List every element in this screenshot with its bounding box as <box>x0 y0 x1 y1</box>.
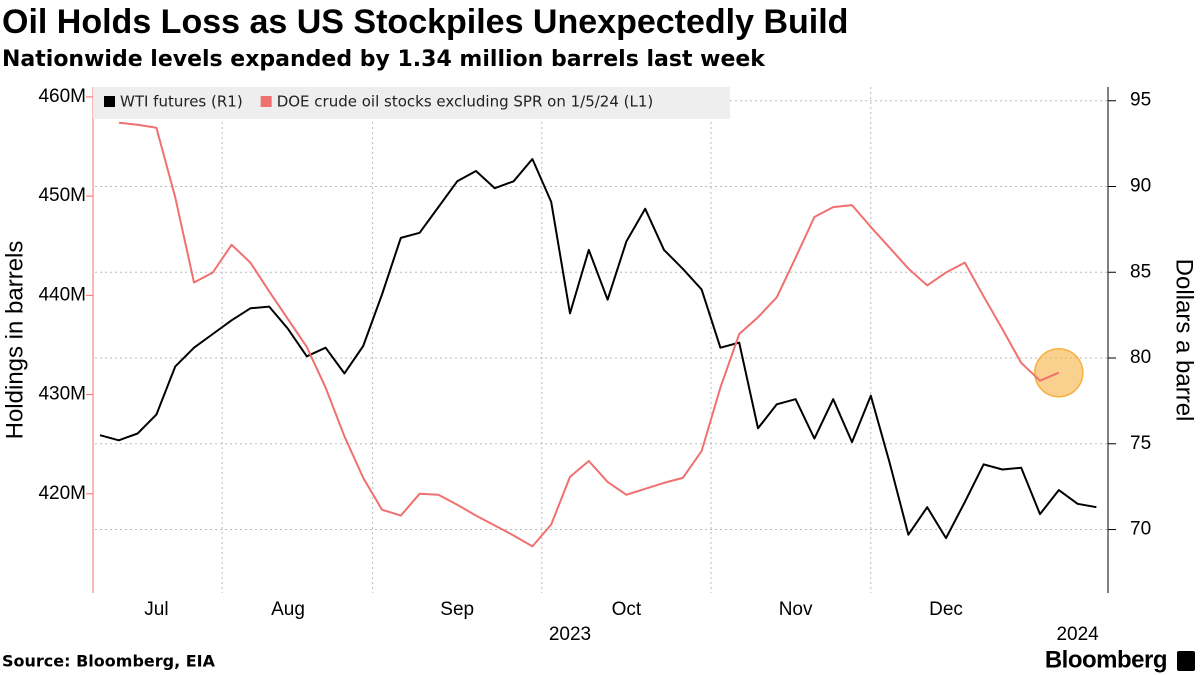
y-tick-label: 450M <box>38 185 86 206</box>
legend-background <box>93 87 730 119</box>
x-group-label: 2024 <box>1056 624 1099 645</box>
legend-swatch <box>104 96 115 107</box>
y2-tick-label: 70 <box>1130 519 1151 540</box>
series-line <box>99 158 1097 540</box>
x-tick-label: Jul <box>144 599 168 620</box>
legend-label: DOE crude oil stocks excluding SPR on 1/… <box>277 93 654 111</box>
legend-label: WTI futures (R1) <box>120 93 243 111</box>
source-note: Source: Bloomberg, EIA <box>2 652 216 671</box>
x-tick-label: Aug <box>271 599 305 620</box>
y2-tick-label: 85 <box>1130 261 1151 282</box>
y2-tick-label: 95 <box>1130 90 1151 111</box>
legend-swatch <box>260 96 272 107</box>
x-tick-label: Sep <box>440 599 474 620</box>
y-axis-title: Holdings in barrels <box>1 241 28 440</box>
brand-icon <box>1177 651 1195 671</box>
y2-tick-label: 80 <box>1130 347 1151 368</box>
x-tick-label: Oct <box>612 599 642 620</box>
y2-tick-label: 90 <box>1130 176 1151 197</box>
chart-title: Oil Holds Loss as US Stockpiles Unexpect… <box>2 3 848 41</box>
y-tick-label: 460M <box>38 86 86 107</box>
x-tick-label: Dec <box>929 599 963 620</box>
series-line <box>118 121 1060 548</box>
x-group-label: 2023 <box>549 624 591 645</box>
chart-subtitle: Nationwide levels expanded by 1.34 milli… <box>2 47 766 72</box>
y-tick-label: 430M <box>38 384 86 405</box>
y-tick-label: 420M <box>38 483 86 504</box>
y2-tick-label: 75 <box>1130 433 1151 454</box>
brand-logo: Bloomberg <box>1045 646 1167 673</box>
x-tick-label: Nov <box>779 599 813 620</box>
y-tick-label: 440M <box>38 284 86 305</box>
y2-axis-title: Dollars a barrel <box>1171 259 1198 422</box>
